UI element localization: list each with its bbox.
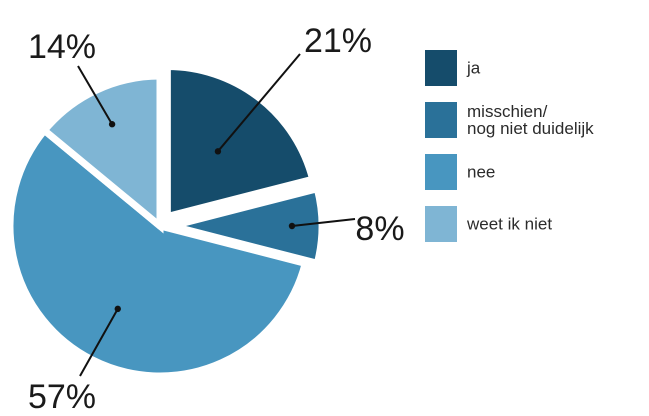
pie-slice-misschien [171,184,326,268]
legend-item-nee: nee [425,154,649,190]
value-label-weet-ik-niet: 14% [28,28,96,66]
pie-slice-nee [6,125,310,380]
legend: ja misschien/ nog niet duidelijk nee wee… [425,50,649,258]
value-label-misschien: 8% [355,210,404,248]
value-label-nee: 57% [28,378,96,416]
leader-line-misschien [291,218,356,227]
leader-line-ja [217,53,301,152]
leader-line-weet-ik-niet [77,65,113,125]
legend-swatch-misschien [425,102,457,138]
legend-label-nee: nee [467,162,496,182]
leader-line-nee [79,308,119,377]
legend-label-ja: ja [467,58,481,78]
legend-swatch-ja [425,50,457,86]
pie-slice-weet-ik-niet [39,72,164,234]
legend-item-weet-ik-niet: weet ik niet [425,206,649,242]
legend-item-ja: ja [425,50,649,86]
legend-item-misschien: misschien/ nog niet duidelijk [425,102,649,138]
legend-swatch-weet-ik-niet [425,206,457,242]
pie-slice-ja [163,63,317,222]
legend-label-weet-ik-niet: weet ik niet [467,214,553,234]
legend-swatch-nee [425,154,457,190]
legend-label-misschien: misschien/ nog niet duidelijk [467,102,594,138]
value-label-ja: 21% [304,22,372,60]
